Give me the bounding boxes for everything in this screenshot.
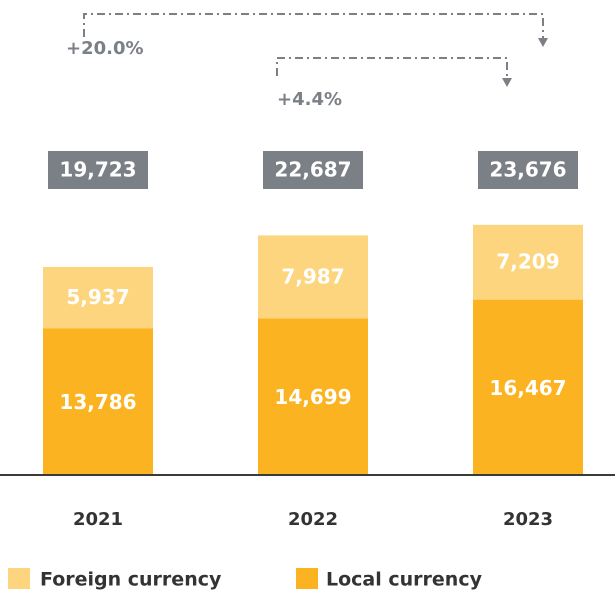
annotation: +4.4% <box>277 89 342 110</box>
arrow-head <box>502 78 512 87</box>
legend-swatch <box>296 568 318 589</box>
bar-segment <box>258 318 368 475</box>
total-box <box>263 151 363 189</box>
annotation: +20.0% <box>66 38 144 59</box>
segment-label: 13,786 <box>59 390 136 414</box>
annotation-arrow <box>276 57 508 78</box>
total-label: 19,723 <box>59 158 136 182</box>
segment-label: 7,987 <box>281 264 344 288</box>
arrow-head <box>538 38 548 47</box>
bar-segment <box>473 299 583 475</box>
bar-segment <box>258 235 368 319</box>
total-label: 22,687 <box>274 158 351 182</box>
legend-label: Foreign currency <box>40 569 222 591</box>
total-label: 23,676 <box>489 158 566 182</box>
bar-segment <box>43 266 153 329</box>
total-box <box>478 151 578 189</box>
legend-label: Local currency <box>326 569 483 591</box>
segment-label: 16,467 <box>489 376 566 400</box>
x-tick-label: 2022 <box>288 509 338 530</box>
x-tick-label: 2023 <box>503 509 553 530</box>
bar-segment <box>473 224 583 300</box>
segment-label: 14,699 <box>274 385 351 409</box>
legend-swatch <box>8 568 30 589</box>
segment-label: 7,209 <box>496 250 559 274</box>
annotation-arrow <box>83 13 544 38</box>
x-tick-label: 2021 <box>73 509 123 530</box>
segment-label: 5,937 <box>66 285 129 309</box>
bar-segment <box>43 328 153 475</box>
total-box <box>48 151 148 189</box>
